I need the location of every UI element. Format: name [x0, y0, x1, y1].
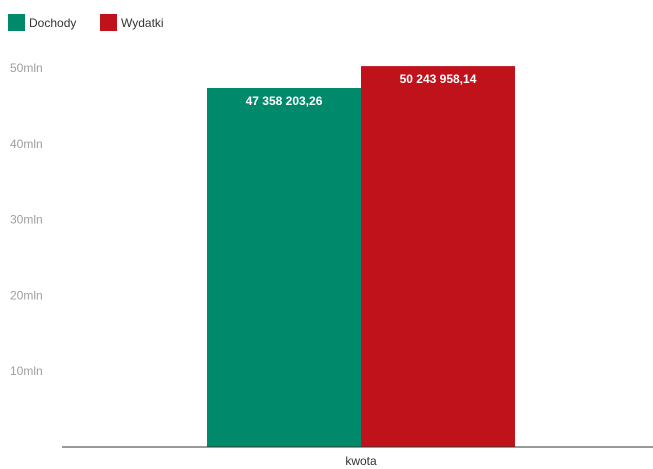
- legend: Dochody Wydatki: [8, 14, 164, 31]
- legend-swatch-wydatki: [100, 14, 117, 31]
- y-tick-label: 30mln: [10, 213, 43, 227]
- bars: 47 358 203,26 50 243 958,14: [207, 66, 515, 447]
- y-tick-label: 50mln: [10, 61, 43, 75]
- x-axis: kwota: [345, 454, 377, 468]
- x-tick-label: kwota: [345, 454, 377, 468]
- y-tick-label: 40mln: [10, 137, 43, 151]
- legend-label-dochody: Dochody: [29, 16, 76, 30]
- legend-label-wydatki: Wydatki: [121, 16, 164, 30]
- bar-dochody: [207, 88, 361, 447]
- bar-wydatki: [361, 66, 515, 447]
- y-axis: 10mln 20mln 30mln 40mln 50mln: [10, 61, 43, 378]
- y-tick-label: 20mln: [10, 288, 43, 302]
- y-tick-label: 10mln: [10, 364, 43, 378]
- bar-value-label: 50 243 958,14: [400, 72, 477, 86]
- legend-swatch-dochody: [8, 14, 25, 31]
- bar-value-label: 47 358 203,26: [246, 94, 323, 108]
